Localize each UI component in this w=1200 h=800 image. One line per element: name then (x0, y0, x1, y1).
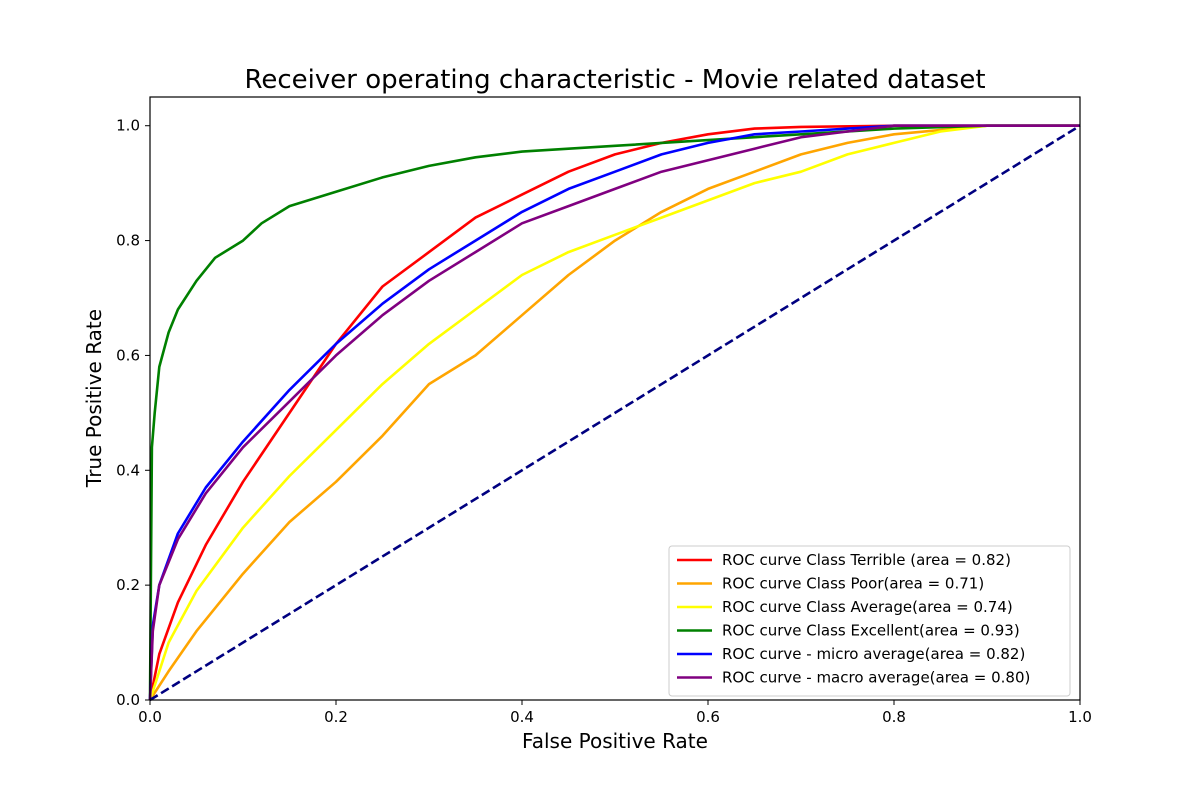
legend: ROC curve Class Terrible (area = 0.82) RO… (668, 545, 1071, 697)
series-line-2 (148, 124, 1080, 701)
x-tick-label: 0.8 (882, 708, 906, 726)
y-tick-label: 0.8 (116, 232, 140, 250)
x-axis-ticks: 0.0 0.2 0.4 0.6 0.8 1.0 (138, 700, 1092, 726)
plot-frame (149, 96, 1081, 701)
x-tick-label: 0.6 (696, 708, 720, 726)
y-tick-label: 0.0 (116, 691, 140, 709)
chart-title: Receiver operating characteristic - Movi… (244, 65, 985, 95)
series-line-5 (148, 124, 1080, 701)
series-line-4 (148, 124, 1080, 701)
legend-box (668, 545, 1071, 697)
x-axis-label: False Positive Rate (522, 729, 708, 753)
series-line-3 (148, 124, 1080, 701)
series-line-0 (148, 124, 1080, 701)
series-line-1 (148, 124, 1080, 701)
y-tick-label: 0.2 (116, 576, 140, 594)
x-tick-label: 0.4 (510, 708, 534, 726)
x-tick-label: 1.0 (1068, 708, 1092, 726)
y-axis-ticks: 0.0 0.2 0.4 0.6 0.8 1.0 (116, 117, 150, 709)
y-tick-label: 0.6 (116, 346, 140, 364)
chance-diagonal-line (149, 124, 1081, 702)
y-tick-label: 1.0 (116, 117, 140, 135)
legend-label: ROC curve Class Average(area = 0.74) (722, 598, 1013, 616)
legend-label: ROC curve - macro average(area = 0.80) (722, 669, 1030, 687)
legend-label: ROC curve Class Terrible (area = 0.82) (722, 551, 1011, 569)
legend-label: ROC curve Class Poor(area = 0.71) (722, 575, 984, 593)
x-tick-label: 0.0 (138, 708, 162, 726)
legend-label: ROC curve - micro average(area = 0.82) (722, 645, 1025, 663)
y-tick-label: 0.4 (116, 461, 140, 479)
legend-label: ROC curve Class Excellent(area = 0.93) (722, 622, 1020, 640)
x-tick-label: 0.2 (324, 708, 348, 726)
y-axis-label: True Positive Rate (82, 309, 106, 488)
series-layer (148, 124, 1081, 702)
